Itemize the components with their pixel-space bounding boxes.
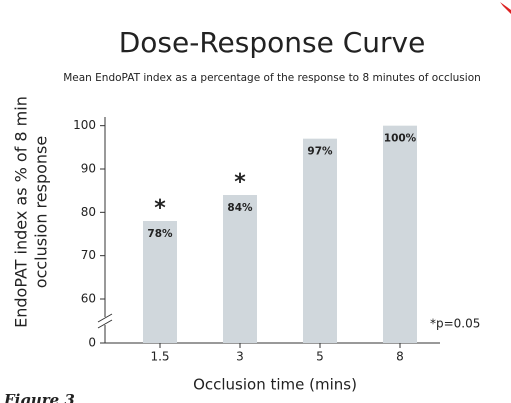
note: *p=0.05 — [430, 317, 480, 331]
y-tick-label: 90 — [81, 162, 96, 176]
chart-title: Dose-Response Curve — [119, 26, 426, 59]
x-tick-label: 3 — [236, 350, 244, 364]
bar — [383, 125, 417, 344]
chart-subtitle: Mean EndoPAT index as a percentage of th… — [63, 72, 481, 84]
significance-mark: * — [154, 196, 166, 221]
value-label: 78% — [147, 228, 173, 240]
axis-break — [97, 313, 113, 323]
bar — [303, 138, 337, 343]
y-tick-label: 70 — [81, 248, 96, 262]
axis-break-gap — [99, 317, 111, 325]
x-axis-label: Occlusion time (mins) — [193, 376, 357, 394]
x-tick-label: 8 — [396, 350, 404, 364]
figure-label: Figure 3 — [3, 391, 75, 403]
axis-break — [97, 319, 113, 329]
value-label: 100% — [384, 133, 417, 145]
bar — [143, 221, 177, 343]
y-axis-label: EndoPAT index as % of 8 min occlusion re… — [12, 96, 51, 328]
corner-mark — [500, 2, 511, 14]
bar — [223, 195, 257, 343]
significance-mark: * — [234, 170, 246, 195]
y-tick-label: 60 — [81, 292, 96, 306]
y-tick-label: 0 — [88, 336, 96, 350]
x-tick-label: 1.5 — [150, 350, 169, 364]
y-label-line: occlusion response — [32, 136, 51, 288]
value-label: 97% — [307, 146, 333, 158]
y-tick-label: 80 — [81, 205, 96, 219]
x-tick-label: 5 — [316, 350, 324, 364]
value-label: 84% — [227, 202, 253, 214]
y-label-line: EndoPAT index as % of 8 min — [12, 96, 31, 328]
y-tick-label: 100 — [73, 118, 96, 132]
